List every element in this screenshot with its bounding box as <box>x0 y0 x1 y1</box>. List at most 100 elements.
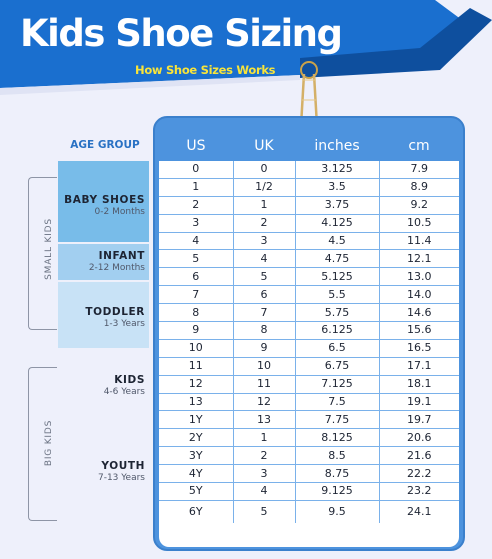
cell-uk: 0 <box>233 161 296 179</box>
cell-inches: 8.5 <box>295 446 380 466</box>
cell-inches: 6.75 <box>295 357 380 376</box>
page-title: Kids Shoe Sizing <box>20 12 343 55</box>
age-group-name: YOUTH <box>101 460 145 472</box>
table-row: 4 3 4.5 11.4 <box>159 232 459 251</box>
cell-cm: 20.6 <box>379 428 459 448</box>
age-band-infant: INFANT 2-12 Months <box>58 244 149 280</box>
table-row: 3 2 4.125 10.5 <box>159 214 459 233</box>
age-group-range: 0-2 Months <box>94 207 145 217</box>
cell-cm: 12.1 <box>379 249 459 269</box>
cell-us: 5 <box>159 249 234 269</box>
cell-inches: 3.75 <box>295 196 380 215</box>
cell-us: 10 <box>159 339 234 358</box>
cell-cm: 21.6 <box>379 446 459 466</box>
cell-uk: 10 <box>233 357 296 376</box>
cell-uk: 1 <box>233 196 296 215</box>
cell-uk: 2 <box>233 446 296 466</box>
cell-us: 1 <box>159 178 234 197</box>
cell-us: 7 <box>159 285 234 305</box>
cell-us: 0 <box>159 161 234 179</box>
cell-us: 4Y <box>159 464 234 484</box>
cell-uk: 5 <box>233 500 296 523</box>
page-subtitle: How Shoe Sizes Works <box>135 63 276 77</box>
size-table-card: US UK inches cm 0 0 3.125 7.9 1 1/2 3.5 8.9 2 1 3.… <box>153 116 465 551</box>
cell-us: 3 <box>159 214 234 233</box>
age-band-toddler: TODDLER 1-3 Years <box>58 282 149 348</box>
cell-cm: 11.4 <box>379 232 459 251</box>
table-row: 4Y 3 8.75 22.2 <box>159 464 459 484</box>
cell-uk: 11 <box>233 375 296 394</box>
cell-uk: 9 <box>233 339 296 358</box>
cell-uk: 3 <box>233 464 296 484</box>
table-row: 7 6 5.5 14.0 <box>159 285 459 305</box>
column-header-uk: UK <box>254 138 274 154</box>
cell-inches: 7.125 <box>295 375 380 394</box>
age-band-youth: YOUTH 7-13 Years <box>58 420 149 552</box>
cell-us: 3Y <box>159 446 234 466</box>
cell-cm: 13.0 <box>379 267 459 287</box>
cell-uk: 13 <box>233 410 296 430</box>
age-group-name: KIDS <box>114 374 145 386</box>
table-row: 2Y 1 8.125 20.6 <box>159 428 459 448</box>
cell-cm: 19.7 <box>379 410 459 430</box>
age-group-header: AGE GROUP <box>70 139 140 151</box>
cell-uk: 1/2 <box>233 178 296 197</box>
age-group-range: 7-13 Years <box>97 473 145 483</box>
cell-inches: 7.5 <box>295 393 380 412</box>
age-group-range: 2-12 Months <box>88 263 145 273</box>
cell-cm: 10.5 <box>379 214 459 233</box>
cell-us: 6Y <box>159 500 234 523</box>
cell-cm: 15.6 <box>379 321 459 340</box>
cell-cm: 23.2 <box>379 482 459 501</box>
table-row: 5 4 4.75 12.1 <box>159 249 459 269</box>
small-kids-bracket <box>28 177 57 330</box>
cell-inches: 7.75 <box>295 410 380 430</box>
cell-inches: 6.125 <box>295 321 380 340</box>
cell-us: 8 <box>159 303 234 323</box>
table-row: 6Y 5 9.5 24.1 <box>159 500 459 523</box>
age-band-kids: KIDS 4-6 Years <box>58 350 149 420</box>
cell-cm: 14.6 <box>379 303 459 323</box>
table-row: 11 10 6.75 17.1 <box>159 357 459 376</box>
cell-us: 9 <box>159 321 234 340</box>
column-header-cm: cm <box>408 138 430 154</box>
big-kids-bracket <box>28 367 57 521</box>
cell-us: 13 <box>159 393 234 412</box>
cell-inches: 9.5 <box>295 500 380 523</box>
cell-uk: 1 <box>233 428 296 448</box>
cell-cm: 17.1 <box>379 357 459 376</box>
cell-cm: 19.1 <box>379 393 459 412</box>
small-kids-label: SMALL KIDS <box>42 214 56 284</box>
cell-cm: 14.0 <box>379 285 459 305</box>
column-header-us: US <box>186 138 206 154</box>
size-table-grid: 0 0 3.125 7.9 1 1/2 3.5 8.9 2 1 3.75 9.2 3 2 4.125 10.5… <box>159 161 459 547</box>
cell-inches: 5.75 <box>295 303 380 323</box>
cell-cm: 9.2 <box>379 196 459 215</box>
cell-us: 5Y <box>159 482 234 501</box>
cell-us: 4 <box>159 232 234 251</box>
cell-inches: 3.5 <box>295 178 380 197</box>
age-group-name: TODDLER <box>85 306 145 318</box>
cell-us: 2Y <box>159 428 234 448</box>
cell-uk: 12 <box>233 393 296 412</box>
age-group-range: 4-6 Years <box>103 387 145 397</box>
cell-cm: 7.9 <box>379 161 459 179</box>
cell-inches: 6.5 <box>295 339 380 358</box>
cell-uk: 6 <box>233 285 296 305</box>
cell-inches: 5.5 <box>295 285 380 305</box>
cell-uk: 8 <box>233 321 296 340</box>
cell-inches: 9.125 <box>295 482 380 501</box>
cell-uk: 4 <box>233 249 296 269</box>
table-row: 2 1 3.75 9.2 <box>159 196 459 215</box>
cell-us: 12 <box>159 375 234 394</box>
table-row: 8 7 5.75 14.6 <box>159 303 459 323</box>
cell-inches: 8.125 <box>295 428 380 448</box>
cell-inches: 5.125 <box>295 267 380 287</box>
cell-cm: 24.1 <box>407 504 432 518</box>
cell-inches: 4.75 <box>295 249 380 269</box>
table-row: 0 0 3.125 7.9 <box>159 161 459 179</box>
cell-cm: 22.2 <box>379 464 459 484</box>
cell-inches: 3.125 <box>295 161 380 179</box>
table-row: 12 11 7.125 18.1 <box>159 375 459 394</box>
table-row: 1 1/2 3.5 8.9 <box>159 178 459 197</box>
